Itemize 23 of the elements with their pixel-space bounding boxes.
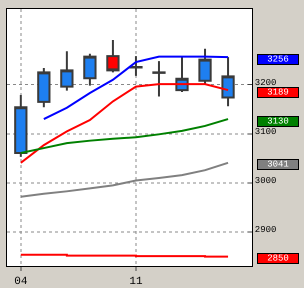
- candlestick: [37, 66, 50, 108]
- line-series: [42, 56, 230, 120]
- candlestick: [221, 56, 235, 108]
- text: 3189: [267, 88, 289, 98]
- x-tick-label: 04: [14, 276, 28, 288]
- text: 3041: [267, 160, 289, 170]
- candlestick: [14, 94, 28, 158]
- y-tick-label: 2900: [254, 225, 276, 236]
- line-series: [20, 118, 230, 154]
- y-tick-label: 3000: [254, 176, 276, 186]
- candlestick: [60, 50, 74, 92]
- text: 2850: [267, 254, 289, 264]
- candlestick: [129, 55, 143, 77]
- x-tick-label: 11: [129, 276, 143, 288]
- candlestick: [152, 60, 166, 98]
- candlestick: [83, 52, 97, 87]
- text: 3256: [267, 54, 289, 64]
- y-tick-label: 3100: [254, 126, 276, 137]
- text: 3130: [267, 116, 289, 126]
- line-series: [20, 83, 230, 164]
- candlestick: [106, 38, 120, 74]
- candlestick: [198, 48, 212, 86]
- y-tick-label: 3200: [254, 78, 276, 88]
